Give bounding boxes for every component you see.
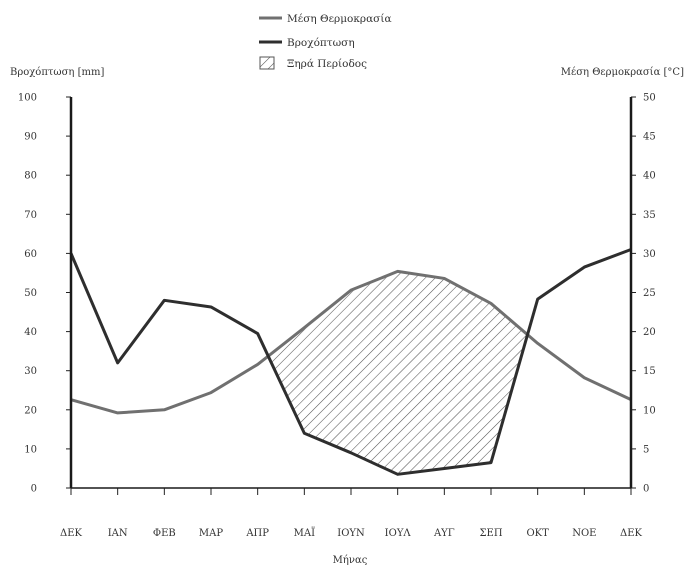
left-tick-label: 20 [24, 405, 37, 416]
x-tick-label: ΙΑΝ [108, 528, 128, 539]
legend-label-precipitation: Βροχόπτωση [287, 37, 355, 49]
right-tick-label: 0 [643, 484, 649, 495]
left-tick-label: 60 [24, 249, 37, 260]
x-tick-label: ΑΠΡ [245, 528, 269, 539]
right-tick-label: 20 [643, 327, 656, 338]
left-tick-label: 80 [24, 171, 37, 182]
x-tick-label: ΦΕΒ [153, 528, 176, 539]
right-axis-title: Μέση Θερμοκρασία [°C] [561, 67, 684, 78]
legend-swatch-dry-period [259, 56, 275, 70]
x-tick-label: ΔΕΚ [620, 528, 643, 539]
x-tick-label: ΜΑΡ [199, 528, 223, 539]
right-tick-label: 35 [643, 210, 656, 221]
left-tick-label: 40 [24, 327, 37, 338]
left-tick-label: 30 [24, 366, 37, 377]
x-tick-label: ΔΕΚ [60, 528, 83, 539]
dry-period-area [268, 271, 528, 475]
left-tick-label: 50 [24, 288, 37, 299]
legend-label-temperature: Μέση Θερμοκρασία [287, 12, 392, 25]
tick-labels: 0 10 20 30 40 50 60 70 80 90 100 0 5 10 15 20 25 30 35 40 45… [18, 93, 656, 540]
right-tick-label: 30 [643, 249, 656, 260]
x-tick-label: ΑΥΓ [433, 528, 455, 539]
right-tick-label: 45 [643, 132, 656, 143]
axes [69, 97, 633, 489]
left-tick-label: 70 [24, 210, 37, 221]
right-tick-label: 5 [643, 444, 649, 455]
left-tick-label: 10 [24, 444, 37, 455]
x-tick-label: ΙΟΥΝ [337, 528, 365, 539]
x-axis-title: Μήνας [333, 555, 368, 566]
series-lines [69, 248, 632, 476]
x-tick-label: ΜΑΪ [294, 527, 315, 539]
left-axis-title: Βροχόπτωση [mm] [10, 67, 104, 78]
x-tick-label: ΙΟΥΛ [385, 528, 412, 539]
right-tick-label: 50 [643, 93, 656, 104]
precipitation-line [69, 248, 632, 476]
right-tick-label: 40 [643, 171, 656, 182]
right-tick-label: 15 [643, 366, 656, 377]
x-tick-label: ΝΟΕ [572, 528, 596, 539]
left-tick-label: 100 [18, 93, 37, 104]
legend-label-dry-period: Ξηρά Περίοδος [287, 57, 367, 70]
right-tick-label: 10 [643, 405, 656, 416]
legend: Μέση Θερμοκρασία Βροχόπτωση Ξηρά Περίοδο… [259, 12, 392, 70]
left-tick-label: 0 [31, 484, 37, 495]
left-tick-label: 90 [24, 132, 37, 143]
temperature-line [70, 269, 632, 415]
right-tick-label: 25 [643, 288, 656, 299]
x-tick-label: ΟΚΤ [526, 528, 549, 539]
x-tick-label: ΣΕΠ [479, 528, 502, 539]
dry-period-hatch [268, 271, 528, 475]
